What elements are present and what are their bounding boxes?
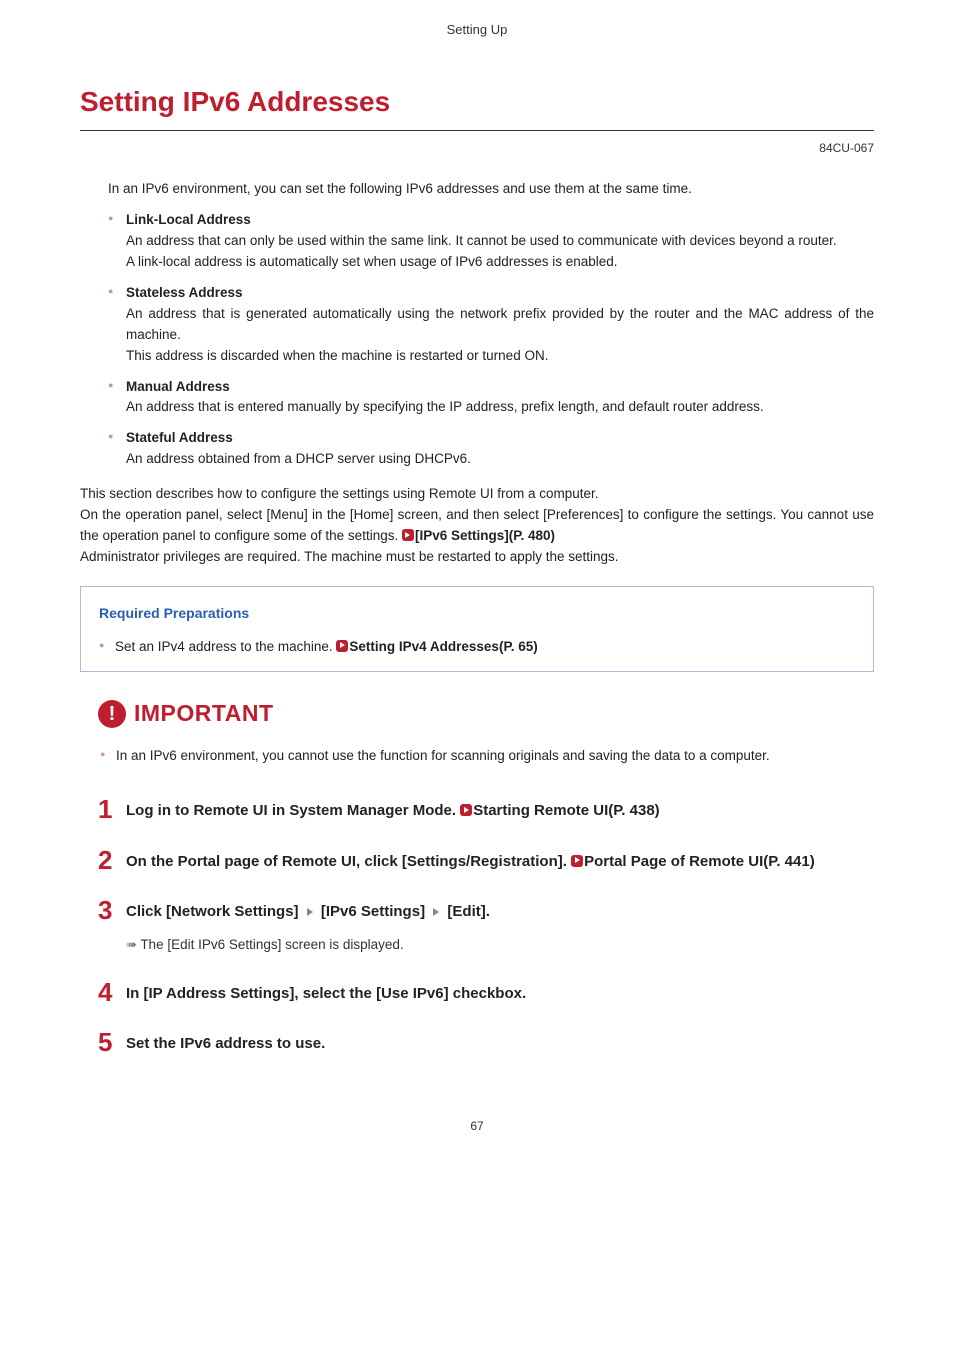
address-type-desc: An address that can only be used within … xyxy=(126,231,874,252)
step-3: 3 Click [Network Settings] [IPv6 Setting… xyxy=(80,896,874,925)
step3-sub-text: The [Edit IPv6 Settings] screen is displ… xyxy=(140,937,403,952)
address-type-desc: A link-local address is automatically se… xyxy=(126,252,874,273)
link-icon xyxy=(336,640,348,652)
step-number: 5 xyxy=(98,1028,126,1057)
step-1: 1 Log in to Remote UI in System Manager … xyxy=(80,795,874,824)
exclaim-icon: ! xyxy=(98,700,126,728)
link-icon xyxy=(460,804,472,816)
address-type-item: Manual AddressAn address that is entered… xyxy=(108,377,874,419)
important-label: IMPORTANT xyxy=(134,696,274,732)
important-body: In an IPv6 environment, you cannot use t… xyxy=(80,746,874,767)
address-type-name: Stateful Address xyxy=(126,428,874,449)
prep-item-pre: Set an IPv4 address to the machine. xyxy=(115,639,336,654)
step2-pre: On the Portal page of Remote UI, click [… xyxy=(126,853,571,870)
prep-title: Required Preparations xyxy=(99,603,855,625)
address-type-desc: This address is discarded when the machi… xyxy=(126,346,874,367)
step-number: 2 xyxy=(98,846,126,875)
prep-item: Set an IPv4 address to the machine. Sett… xyxy=(99,637,855,658)
address-type-item: Stateful AddressAn address obtained from… xyxy=(108,428,874,470)
address-type-desc: An address that is entered manually by s… xyxy=(126,397,874,418)
address-type-desc: An address that is generated automatical… xyxy=(126,304,874,346)
address-type-item: Stateless AddressAn address that is gene… xyxy=(108,283,874,367)
page-number: 67 xyxy=(80,1117,874,1136)
step-5: 5 Set the IPv6 address to use. xyxy=(80,1028,874,1057)
step4-text: In [IP Address Settings], select the [Us… xyxy=(126,978,526,1007)
prep-link[interactable]: Setting IPv4 Addresses(P. 65) xyxy=(349,639,537,654)
step-2: 2 On the Portal page of Remote UI, click… xyxy=(80,846,874,875)
important-header: ! IMPORTANT xyxy=(98,696,874,732)
address-type-name: Stateless Address xyxy=(126,283,874,304)
context-block: This section describes how to configure … xyxy=(80,484,874,568)
doc-code: 84CU-067 xyxy=(80,139,874,158)
address-type-desc: An address obtained from a DHCP server u… xyxy=(126,449,874,470)
step3-a: Click [Network Settings] xyxy=(126,903,303,920)
link-icon xyxy=(402,529,414,541)
link-icon xyxy=(571,855,583,867)
step3-b: [IPv6 Settings] xyxy=(317,903,430,920)
address-type-name: Manual Address xyxy=(126,377,874,398)
step-number: 1 xyxy=(98,795,126,824)
page-title: Setting IPv6 Addresses xyxy=(80,80,874,130)
page-header: Setting Up xyxy=(80,20,874,40)
intro-text: In an IPv6 environment, you can set the … xyxy=(108,179,874,200)
step2-link[interactable]: Portal Page of Remote UI(P. 441) xyxy=(584,853,815,870)
context-line3: Administrator privileges are required. T… xyxy=(80,549,619,564)
step1-pre: Log in to Remote UI in System Manager Mo… xyxy=(126,802,460,819)
chevron-right-icon xyxy=(307,908,313,916)
result-arrow-icon: ➠ xyxy=(126,935,136,956)
context-link-ipv6[interactable]: [IPv6 Settings](P. 480) xyxy=(415,528,555,543)
step-number: 3 xyxy=(98,896,126,925)
required-preparations-box: Required Preparations Set an IPv4 addres… xyxy=(80,586,874,673)
step5-text: Set the IPv6 address to use. xyxy=(126,1028,325,1057)
chevron-right-icon xyxy=(433,908,439,916)
context-line1: This section describes how to configure … xyxy=(80,486,599,501)
step3-result: ➠ The [Edit IPv6 Settings] screen is disp… xyxy=(80,935,874,956)
step-4: 4 In [IP Address Settings], select the [… xyxy=(80,978,874,1007)
step1-link[interactable]: Starting Remote UI(P. 438) xyxy=(473,802,659,819)
step3-c: [Edit]. xyxy=(443,903,490,920)
address-type-name: Link-Local Address xyxy=(126,210,874,231)
address-type-item: Link-Local AddressAn address that can on… xyxy=(108,210,874,273)
step-number: 4 xyxy=(98,978,126,1007)
